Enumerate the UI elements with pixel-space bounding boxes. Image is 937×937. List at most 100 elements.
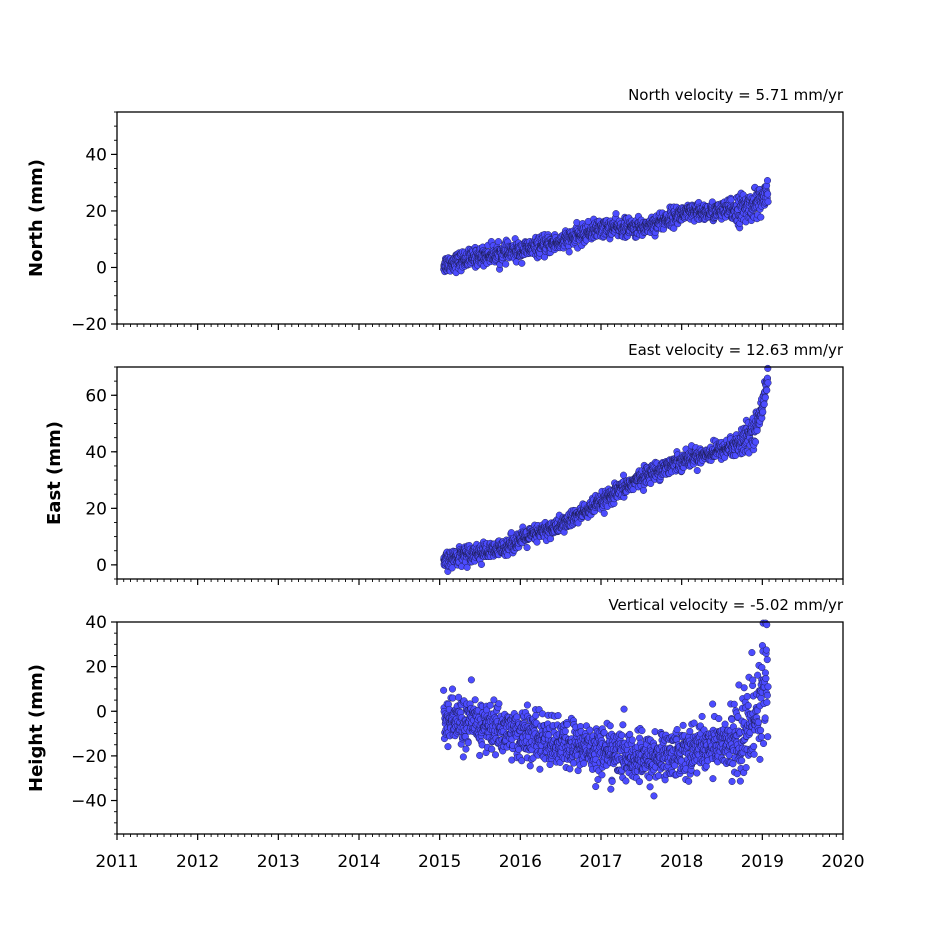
height-point [554, 712, 562, 720]
height-ylabel: Height (mm) [26, 664, 47, 792]
height-point [607, 785, 615, 793]
height-xtick-label: 2020 [821, 852, 864, 872]
height-points [440, 619, 772, 800]
north-point [763, 177, 772, 185]
height-point [748, 649, 756, 657]
height-xtick-label: 2015 [418, 852, 461, 872]
east-point [477, 560, 485, 568]
height-point [763, 691, 771, 699]
height-point [449, 694, 457, 702]
north-point [565, 248, 573, 256]
height-point [620, 705, 628, 713]
height-point [467, 676, 475, 684]
north-ytick-label: 20 [85, 202, 107, 222]
height-point [750, 742, 758, 750]
height-point [743, 692, 751, 701]
north-panel-title: North velocity = 5.71 mm/yr [628, 86, 844, 104]
east-ytick-label: 0 [96, 556, 107, 576]
height-point [440, 686, 448, 694]
height-xtick-label: 2013 [257, 852, 300, 872]
height-point [742, 764, 750, 772]
height-xtick-label: 2014 [337, 852, 380, 872]
height-point [763, 698, 771, 706]
height-panel-title: Vertical velocity = -5.02 mm/yr [608, 596, 843, 614]
east-point [753, 427, 761, 435]
height-point [462, 745, 470, 753]
height-ytick-label: −40 [71, 792, 107, 812]
height-point [598, 771, 606, 779]
east-ytick-label: 40 [85, 443, 107, 463]
height-xtick-label: 2012 [176, 852, 219, 872]
height-point [738, 757, 746, 765]
east-point [639, 486, 648, 494]
height-point [758, 733, 766, 741]
east-points [440, 364, 772, 575]
height-point [618, 731, 626, 739]
height-point [536, 765, 544, 773]
height-point [646, 783, 654, 791]
height-point [757, 726, 765, 734]
east-point [763, 386, 771, 394]
height-point [762, 674, 770, 683]
height-point [495, 700, 503, 708]
height-point [761, 714, 769, 722]
height-ytick-label: 0 [96, 702, 107, 722]
height-point [698, 712, 706, 720]
height-point [764, 733, 772, 741]
height-panel: Vertical velocity = -5.02 mm/yr −40 −20 0 2… [26, 596, 865, 872]
east-point [693, 467, 701, 475]
height-point [651, 728, 659, 736]
height-ytick-label: 40 [85, 613, 107, 633]
height-point [693, 769, 701, 777]
north-point [573, 218, 581, 227]
east-point [759, 408, 767, 416]
north-ytick-label: −20 [71, 315, 107, 335]
east-panel: East velocity = 12.63 mm/yr 0 20 40 60 East… [44, 341, 844, 585]
north-point [757, 213, 765, 221]
north-point [727, 196, 735, 204]
height-ytick-label: −20 [71, 747, 107, 767]
height-point [526, 762, 534, 770]
north-point [764, 190, 772, 198]
height-point [749, 676, 757, 684]
height-point [628, 736, 636, 744]
east-point [752, 438, 760, 446]
north-point [494, 238, 502, 246]
height-point [760, 739, 768, 748]
height-point [622, 777, 630, 785]
height-point [566, 765, 574, 773]
north-panel: North velocity = 5.71 mm/yr −20 0 20 40 Nor… [26, 86, 844, 335]
height-point [592, 783, 600, 791]
height-point [655, 772, 663, 780]
height-point [471, 696, 479, 704]
height-xtick-label: 2017 [579, 852, 622, 872]
height-point [721, 720, 729, 728]
east-point [764, 364, 772, 372]
north-ticks: −20 0 20 40 [71, 111, 844, 335]
height-point [580, 759, 588, 768]
height-point [685, 777, 693, 785]
east-ytick-label: 60 [85, 386, 107, 406]
height-point [709, 700, 717, 708]
height-point [464, 739, 472, 747]
north-ytick-label: 40 [85, 145, 107, 165]
east-point [760, 400, 768, 408]
east-point [761, 394, 769, 402]
height-point [756, 755, 764, 763]
north-ytick-label: 0 [96, 258, 107, 278]
height-point [679, 721, 687, 729]
height-point [730, 700, 738, 708]
height-point [608, 777, 616, 785]
east-ylabel: East (mm) [44, 421, 65, 525]
height-point [586, 726, 594, 734]
height-point [744, 702, 752, 710]
east-point [764, 379, 772, 387]
height-point [764, 683, 772, 691]
height-point [488, 745, 496, 753]
height-point [444, 743, 452, 751]
east-point [600, 509, 608, 517]
height-xtick-label: 2011 [95, 852, 138, 872]
height-point [635, 778, 643, 786]
height-xtick-label: 2019 [741, 852, 784, 872]
north-ylabel: North (mm) [26, 159, 47, 277]
